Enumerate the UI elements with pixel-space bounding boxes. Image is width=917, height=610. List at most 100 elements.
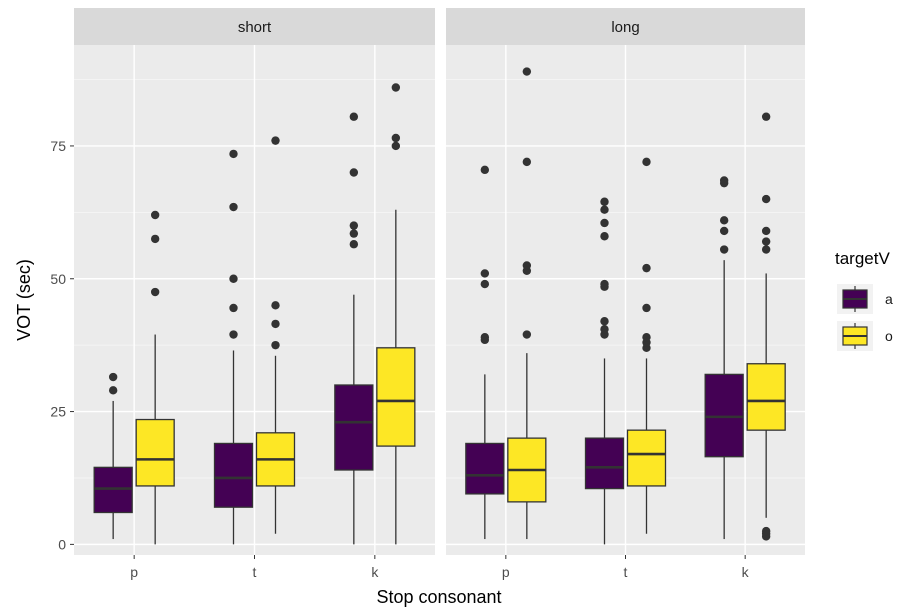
outlier-point [391, 141, 401, 151]
legend-label-a: a [885, 291, 893, 307]
x-axis-title: Stop consonant [376, 587, 501, 607]
legend-title: targetV [835, 249, 890, 268]
facet-strip-short [74, 8, 435, 45]
outlier-point [349, 221, 359, 230]
grid-lines [74, 45, 805, 555]
outlier-point [719, 245, 729, 254]
outlier-point [600, 279, 609, 289]
outlier-point [761, 526, 771, 536]
outlier-point [522, 67, 532, 76]
legend-key-o [837, 321, 873, 351]
legend-label-o: o [885, 328, 893, 344]
outlier-point [522, 330, 532, 339]
y-axis-ticks: 0 25 50 75 [50, 138, 74, 552]
facet-strip-long [446, 8, 805, 45]
box-iqr [135, 418, 175, 487]
outlier-point [349, 112, 359, 121]
outlier-point [391, 133, 401, 143]
boxes [93, 67, 786, 545]
outlier-point [642, 332, 651, 342]
box-short-t-a [213, 149, 254, 545]
facet-label-short: short [238, 19, 272, 36]
x-tick-label-p: p [130, 564, 138, 580]
outlier-point [761, 226, 771, 236]
outlier-point [522, 157, 532, 167]
box-long-t-a [584, 197, 625, 545]
box-iqr [93, 466, 133, 514]
outlier-point [391, 83, 401, 92]
outlier-point [229, 149, 238, 159]
box-iqr [376, 347, 416, 447]
outlier-point [761, 245, 771, 254]
box-short-p-o [135, 210, 175, 545]
box-iqr [746, 363, 786, 431]
x-tick-label-p: p [502, 564, 510, 580]
outlier-point [600, 317, 609, 326]
outlier-point [719, 226, 729, 236]
outlier-point [761, 112, 771, 121]
box-iqr [584, 437, 625, 490]
outlier-point [522, 261, 532, 270]
outlier-point [349, 168, 359, 177]
outlier-point [642, 263, 651, 273]
box-short-p-a [93, 372, 133, 540]
y-axis-title: VOT (sec) [14, 259, 34, 341]
outlier-point [271, 340, 280, 350]
box-iqr [334, 384, 374, 471]
outlier-point [642, 303, 651, 313]
x-tick-label-t: t [624, 564, 628, 580]
box-long-p-o [507, 67, 547, 540]
facet-label-long: long [611, 19, 639, 36]
x-tick-label-k: k [742, 564, 750, 580]
outlier-point [229, 274, 238, 283]
outlier-point [642, 157, 651, 167]
x-tick-label-t: t [253, 564, 257, 580]
y-tick-label-25: 25 [50, 404, 66, 420]
box-short-k-a [334, 112, 374, 545]
outlier-point [150, 287, 160, 297]
legend-key-a [837, 284, 873, 314]
box-long-k-a [704, 176, 744, 540]
y-tick-label-75: 75 [50, 138, 66, 154]
outlier-point [108, 386, 118, 395]
y-tick-label-0: 0 [58, 536, 66, 552]
outlier-point [349, 229, 359, 238]
box-iqr [626, 429, 667, 487]
outlier-point [600, 205, 609, 214]
outlier-point [271, 319, 280, 329]
outlier-point [600, 197, 609, 206]
box-long-p-a [465, 165, 505, 540]
outlier-point [229, 202, 238, 212]
box-short-t-o [255, 136, 296, 534]
outlier-point [229, 330, 238, 339]
outlier-point [761, 194, 771, 204]
x-tick-label-k: k [371, 564, 379, 580]
outlier-point [600, 325, 609, 334]
box-iqr [465, 442, 505, 495]
outlier-point [761, 237, 771, 246]
outlier-point [150, 234, 160, 244]
box-short-k-o [376, 83, 416, 545]
outlier-point [480, 165, 490, 175]
outlier-point [600, 218, 609, 228]
legend: targetV a o [835, 249, 893, 351]
outlier-point [349, 240, 359, 249]
outlier-point [480, 279, 490, 289]
outlier-point [150, 210, 160, 220]
box-iqr [704, 373, 744, 458]
outlier-point [480, 269, 490, 278]
outlier-point [480, 332, 490, 342]
box-iqr [213, 442, 254, 508]
outlier-point [271, 136, 280, 145]
outlier-point [600, 232, 609, 241]
box-long-k-o [746, 112, 786, 541]
outlier-point [719, 216, 729, 225]
y-tick-label-50: 50 [50, 271, 66, 287]
box-long-t-o [626, 157, 667, 534]
outlier-point [229, 303, 238, 313]
outlier-point [108, 372, 118, 382]
outlier-point [719, 176, 729, 185]
outlier-point [271, 301, 280, 310]
